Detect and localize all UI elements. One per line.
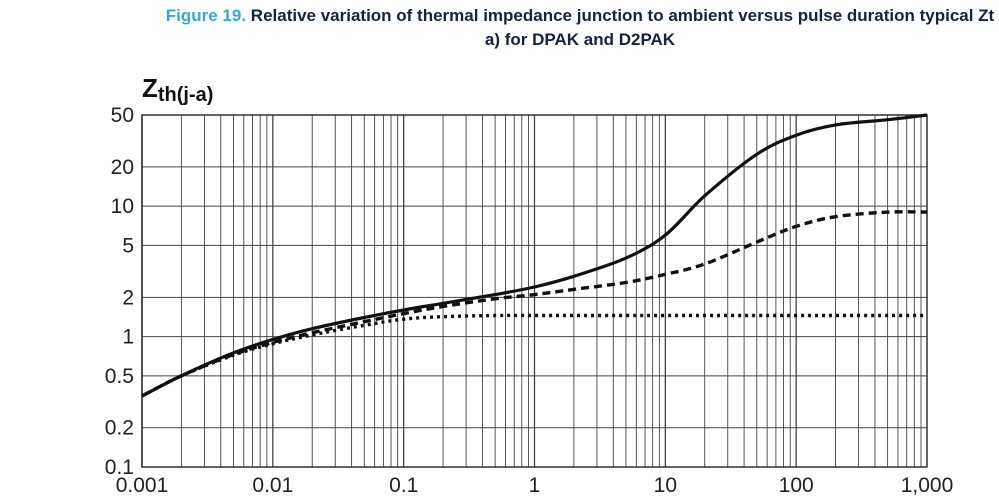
y-tick-label: 0.2 [105, 417, 134, 440]
y-tick-label: 5 [122, 234, 134, 257]
axis-labels: 0.001 0.01 0.1 1 10 100 1,000 0.1 0.2 0.5 1 2 5 10 20 5… [105, 104, 953, 497]
x-tick-label: 0.1 [389, 474, 418, 497]
x-tick-label: 100 [779, 474, 814, 497]
figure-caption-line-1: Figure 19. Relative variation of thermal… [0, 6, 999, 26]
x-tick-label: 10 [654, 474, 677, 497]
x-tick-label: 1 [529, 474, 541, 497]
series-line-solid [141, 113, 928, 398]
y-tick-label: 10 [111, 195, 134, 218]
y-tick-label: 1 [122, 326, 134, 349]
plot-frame [141, 114, 928, 468]
y-tick-label: 20 [111, 156, 134, 179]
x-tick-label: 0.001 [116, 474, 169, 497]
y-tick-label: 0.1 [105, 456, 134, 479]
y-tick-label: 0.5 [105, 365, 134, 388]
grid [141, 114, 928, 468]
figure-title: Relative variation of thermal impedance … [246, 6, 995, 25]
y-tick-label: 50 [111, 104, 134, 127]
figure-number: Figure 19. [165, 6, 247, 25]
x-tick-label: 1,000 [901, 474, 954, 497]
y-tick-label: 2 [122, 286, 134, 309]
y-axis-label: Zth(j-a) [142, 73, 213, 106]
series-line-dotted [141, 313, 927, 398]
series-group [141, 113, 928, 398]
series-line-dashed [141, 210, 928, 398]
figure-caption-line-2: a) for DPAK and D2PAK [484, 30, 676, 49]
x-tick-label: 0.01 [252, 474, 293, 497]
